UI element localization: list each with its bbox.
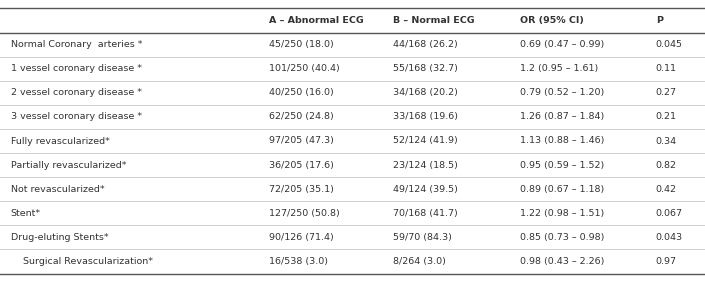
Text: 0.97: 0.97 [656,257,677,266]
Text: 45/250 (18.0): 45/250 (18.0) [269,40,334,49]
Text: 33/168 (19.6): 33/168 (19.6) [393,113,458,122]
Text: 1.2 (0.95 – 1.61): 1.2 (0.95 – 1.61) [520,64,599,73]
Text: P: P [656,16,663,25]
Text: Surgical Revascularization*: Surgical Revascularization* [11,257,152,266]
Text: 23/124 (18.5): 23/124 (18.5) [393,160,458,169]
Text: 62/250 (24.8): 62/250 (24.8) [269,113,334,122]
Text: 72/205 (35.1): 72/205 (35.1) [269,185,334,194]
Text: 49/124 (39.5): 49/124 (39.5) [393,185,458,194]
Text: 2 vessel coronary disease *: 2 vessel coronary disease * [11,88,142,97]
Text: 97/205 (47.3): 97/205 (47.3) [269,136,334,146]
Text: Not revascularized*: Not revascularized* [11,185,104,194]
Text: Fully revascularized*: Fully revascularized* [11,136,109,146]
Text: 70/168 (41.7): 70/168 (41.7) [393,209,458,218]
Text: OR (95% CI): OR (95% CI) [520,16,584,25]
Text: 16/538 (3.0): 16/538 (3.0) [269,257,329,266]
Text: 0.067: 0.067 [656,209,682,218]
Text: B – Normal ECG: B – Normal ECG [393,16,475,25]
Text: Drug-eluting Stents*: Drug-eluting Stents* [11,233,108,242]
Text: 0.82: 0.82 [656,160,677,169]
Text: 1.13 (0.88 – 1.46): 1.13 (0.88 – 1.46) [520,136,605,146]
Text: 8/264 (3.0): 8/264 (3.0) [393,257,446,266]
Text: 0.85 (0.73 – 0.98): 0.85 (0.73 – 0.98) [520,233,605,242]
Text: 36/205 (17.6): 36/205 (17.6) [269,160,334,169]
Text: Stent*: Stent* [11,209,41,218]
Text: 0.98 (0.43 – 2.26): 0.98 (0.43 – 2.26) [520,257,605,266]
Text: 90/126 (71.4): 90/126 (71.4) [269,233,334,242]
Text: 0.27: 0.27 [656,88,677,97]
Text: 52/124 (41.9): 52/124 (41.9) [393,136,458,146]
Text: 0.34: 0.34 [656,136,677,146]
Text: 0.045: 0.045 [656,40,682,49]
Text: 59/70 (84.3): 59/70 (84.3) [393,233,453,242]
Text: Normal Coronary  arteries *: Normal Coronary arteries * [11,40,142,49]
Text: 0.69 (0.47 – 0.99): 0.69 (0.47 – 0.99) [520,40,605,49]
Text: A – Abnormal ECG: A – Abnormal ECG [269,16,364,25]
Text: 40/250 (16.0): 40/250 (16.0) [269,88,334,97]
Text: 0.42: 0.42 [656,185,677,194]
Text: 0.89 (0.67 – 1.18): 0.89 (0.67 – 1.18) [520,185,605,194]
Text: 0.043: 0.043 [656,233,682,242]
Text: 0.95 (0.59 – 1.52): 0.95 (0.59 – 1.52) [520,160,605,169]
Text: 0.21: 0.21 [656,113,677,122]
Text: 1 vessel coronary disease *: 1 vessel coronary disease * [11,64,142,73]
Text: 0.79 (0.52 – 1.20): 0.79 (0.52 – 1.20) [520,88,605,97]
Text: 34/168 (20.2): 34/168 (20.2) [393,88,458,97]
Text: 127/250 (50.8): 127/250 (50.8) [269,209,340,218]
Text: 3 vessel coronary disease *: 3 vessel coronary disease * [11,113,142,122]
Text: Partially revascularized*: Partially revascularized* [11,160,126,169]
Text: 55/168 (32.7): 55/168 (32.7) [393,64,458,73]
Text: 44/168 (26.2): 44/168 (26.2) [393,40,458,49]
Text: 0.11: 0.11 [656,64,677,73]
Text: 1.22 (0.98 – 1.51): 1.22 (0.98 – 1.51) [520,209,605,218]
Text: 1.26 (0.87 – 1.84): 1.26 (0.87 – 1.84) [520,113,605,122]
Text: 101/250 (40.4): 101/250 (40.4) [269,64,340,73]
